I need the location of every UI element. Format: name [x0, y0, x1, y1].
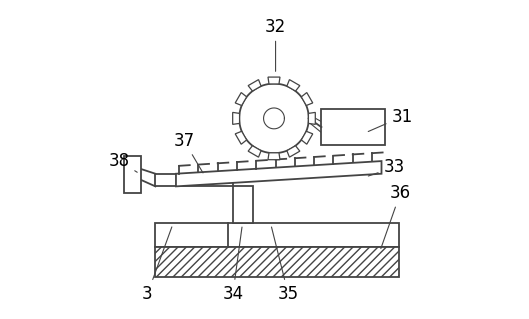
- Polygon shape: [235, 131, 247, 144]
- Polygon shape: [233, 112, 240, 124]
- Polygon shape: [268, 153, 280, 160]
- Bar: [156, 174, 233, 186]
- Text: 3: 3: [142, 227, 172, 303]
- Text: 37: 37: [174, 131, 203, 173]
- Polygon shape: [248, 80, 261, 91]
- Polygon shape: [287, 146, 300, 157]
- Polygon shape: [235, 93, 247, 106]
- Text: 38: 38: [108, 152, 137, 172]
- Bar: [156, 247, 399, 277]
- Polygon shape: [308, 112, 315, 124]
- Text: 35: 35: [271, 227, 299, 303]
- Text: 34: 34: [222, 227, 243, 303]
- Polygon shape: [302, 93, 313, 106]
- Bar: [156, 223, 399, 247]
- Bar: [233, 186, 253, 223]
- Polygon shape: [302, 131, 313, 144]
- Polygon shape: [248, 146, 261, 157]
- Polygon shape: [176, 161, 381, 186]
- Polygon shape: [287, 80, 300, 91]
- Text: 33: 33: [368, 159, 405, 176]
- Bar: [124, 156, 141, 193]
- Text: 31: 31: [368, 108, 413, 131]
- Text: 32: 32: [265, 18, 286, 71]
- Bar: [322, 109, 385, 145]
- Polygon shape: [268, 77, 280, 84]
- Text: 36: 36: [381, 184, 411, 249]
